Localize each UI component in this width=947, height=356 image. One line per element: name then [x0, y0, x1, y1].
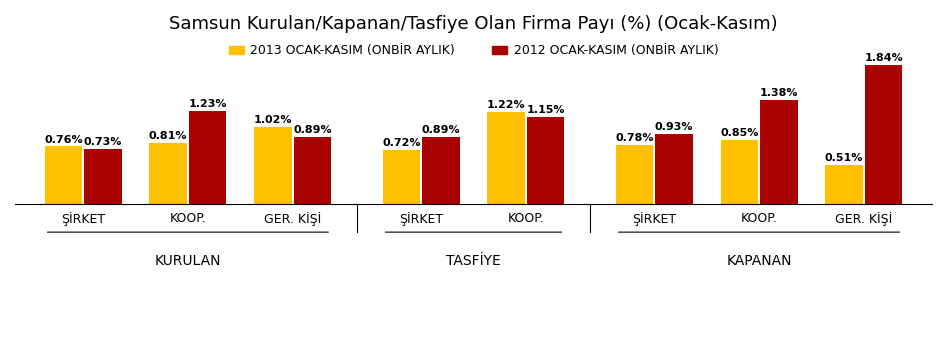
Text: 0.93%: 0.93% [654, 122, 693, 132]
Text: 0.72%: 0.72% [383, 138, 420, 148]
Text: KURULAN: KURULAN [154, 254, 222, 268]
Bar [84, 149, 122, 204]
Text: 1.84%: 1.84% [865, 53, 902, 63]
Bar [655, 134, 693, 204]
Text: KAPANAN: KAPANAN [726, 254, 792, 268]
Bar [825, 165, 863, 204]
Bar [45, 147, 82, 204]
Bar [150, 143, 187, 204]
Text: 0.81%: 0.81% [149, 131, 188, 141]
Text: TASFİYE: TASFİYE [446, 254, 501, 268]
Title: Samsun Kurulan/Kapanan/Tasfiye Olan Firma Payı (%) (Ocak-Kasım): Samsun Kurulan/Kapanan/Tasfiye Olan Firm… [170, 15, 777, 33]
Bar [188, 111, 226, 204]
Bar [383, 150, 420, 204]
Text: 1.22%: 1.22% [487, 100, 526, 110]
Text: 1.23%: 1.23% [188, 99, 227, 109]
Text: 1.15%: 1.15% [527, 105, 564, 115]
Text: 0.51%: 0.51% [825, 153, 864, 163]
Text: 0.89%: 0.89% [294, 125, 331, 135]
Text: 0.89%: 0.89% [421, 125, 460, 135]
Bar [422, 137, 459, 204]
Legend: 2013 OCAK-KASIM (ONBİR AYLIK), 2012 OCAK-KASIM (ONBİR AYLIK): 2013 OCAK-KASIM (ONBİR AYLIK), 2012 OCAK… [223, 39, 724, 62]
Bar [488, 112, 525, 204]
Bar [865, 65, 902, 204]
Text: 1.02%: 1.02% [254, 115, 293, 125]
Bar [527, 117, 564, 204]
Text: 0.78%: 0.78% [616, 133, 653, 143]
Bar [760, 100, 797, 204]
Bar [616, 145, 653, 204]
Text: 0.85%: 0.85% [720, 128, 759, 138]
Bar [254, 127, 292, 204]
Text: 0.76%: 0.76% [45, 135, 82, 145]
Text: 1.38%: 1.38% [759, 88, 798, 98]
Bar [721, 140, 759, 204]
Text: 0.73%: 0.73% [83, 137, 122, 147]
Bar [294, 137, 331, 204]
